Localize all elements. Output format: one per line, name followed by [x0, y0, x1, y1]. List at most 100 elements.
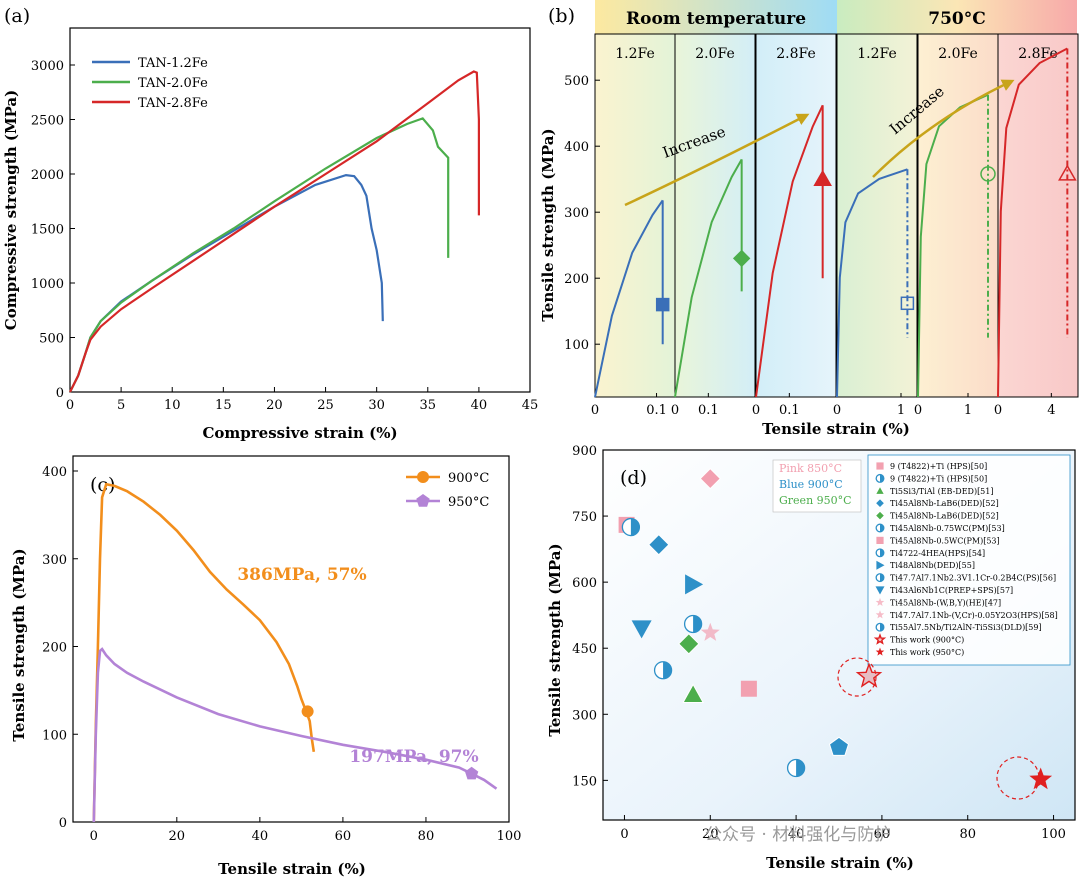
panel-c-x-ticks: 0 20 40 60 80 100 [90, 817, 521, 844]
legend-marker [880, 548, 884, 557]
x-tick-label: 0.1 [646, 403, 667, 418]
subpanel-label: 1.2Fe [857, 46, 897, 62]
legend-marker [874, 497, 886, 509]
data-point-7 [700, 622, 720, 641]
y-tick-label: 900 [572, 444, 597, 459]
subpanel-label: 2.0Fe [695, 46, 735, 62]
x-tick-label: 0 [591, 403, 599, 418]
legend-marker [873, 633, 887, 645]
y-tick-label: 200 [564, 272, 589, 287]
panel-d-y-ticks: 150 300 450 600 750 900 [572, 444, 608, 789]
legend-marker [874, 485, 886, 495]
color-key-green: Green 950°C [779, 494, 852, 507]
panel-d-points [618, 467, 1053, 790]
legend-label: Ti48Al8Nb(DED)[55] [890, 561, 975, 570]
triangle-marker [1058, 164, 1077, 181]
series-line-TAN-2.8Fe [69, 70, 480, 393]
panel-d-legend: 9 (T4822)+Ti (HPS)[50] 9 (T4822)+Ti (HPS)… [873, 462, 1058, 657]
x-tick-label: 0 [833, 403, 841, 418]
x-tick-label: 40 [252, 829, 269, 844]
data-point-12 [796, 759, 805, 777]
panel-c-y-ticks: 0 100 200 300 400 [42, 465, 78, 831]
legend-label: This work (950°C) [890, 648, 964, 657]
legend-label: Ti45Al8Nb-0.75WC(PM)[53] [890, 524, 1005, 533]
legend-label: Ti43Al6Nb1C(PREP+SPS)[57] [890, 586, 1013, 595]
curve-1.2Fe [836, 168, 908, 398]
diamond-marker [732, 249, 751, 268]
x-tick-label: 0.1 [779, 403, 800, 418]
y-tick-label: 300 [572, 708, 597, 723]
x-tick-label: 20 [702, 827, 719, 842]
legend-label: Ti47.7Al7.1Nb-(V,Cr)-0.05Y2O3(HPS)[58] [890, 611, 1058, 620]
panel-c-legend: 900°C 950°C [406, 471, 489, 510]
y-tick-label: 400 [564, 140, 589, 155]
y-tick-label: 300 [42, 553, 67, 568]
color-key-box [772, 459, 862, 513]
y-tick-label: 750 [572, 510, 597, 525]
panel-a-y-label: Compressive strength (MPa) [2, 90, 20, 330]
high-temperature-header [837, 0, 1077, 34]
legend-marker [876, 536, 884, 544]
x-tick-label: 0 [914, 403, 922, 418]
data-point-13 [828, 736, 850, 756]
increase-arrow-ht [872, 79, 1015, 178]
x-tick-label: 100 [1041, 827, 1066, 842]
x-tick-label: 40 [788, 827, 805, 842]
y-tick-label: 1000 [31, 277, 64, 292]
legend-marker [874, 510, 886, 521]
annotation-900: 386MPa, 57% [237, 565, 366, 585]
panel-b-x-label: Tensile strain (%) [762, 420, 910, 438]
x-tick-label: 0 [620, 827, 628, 842]
x-tick-label: 20 [169, 829, 186, 844]
y-tick-label: 0 [59, 816, 67, 831]
data-point-10 [740, 680, 757, 697]
legend-label: Ti55Al7.5Nb/Ti2AlN-Ti5Si3(DLD)[59] [890, 623, 1042, 632]
x-tick-label: 20 [266, 398, 283, 413]
x-tick-label: 30 [368, 398, 385, 413]
series-line-TAN-2.0Fe [69, 117, 450, 393]
panel-a-y-ticks: 0 500 1000 1500 2000 2500 3000 [31, 59, 75, 401]
panel-b-label: (b) [548, 5, 575, 27]
x-tick-label: 80 [959, 827, 976, 842]
y-tick-label: 450 [572, 642, 597, 657]
legend-label: Ti5Si3/TiAl (EB-DED)[51] [890, 487, 993, 496]
y-tick-label: 2500 [31, 114, 64, 129]
x-tick-label: 0 [671, 403, 679, 418]
x-tick-label: 15 [215, 398, 232, 413]
panel-d-y-label: Tensile strength (MPa) [546, 543, 564, 736]
y-tick-label: 500 [39, 332, 64, 347]
legend-marker [880, 474, 884, 483]
panel-a-frame [69, 27, 531, 393]
end-marker-950 [465, 766, 479, 780]
x-tick-label: 1 [897, 403, 905, 418]
panel-b-y-label: Tensile strength (MPa) [539, 128, 557, 321]
panel-a-label: (a) [4, 5, 30, 27]
data-point-14 [855, 662, 883, 688]
curve-2.0Fe [674, 158, 743, 398]
room-temperature-header [595, 0, 837, 34]
circle-marker [980, 166, 996, 182]
panel-a-x-ticks: 0 5 10 15 20 25 30 35 40 45 [66, 387, 538, 413]
subpanel-frame [755, 33, 837, 398]
legend-label: Ti4722-4HEA(HPS)[54] [890, 549, 985, 558]
panel-b: (b) Room temperature 750°C 1.2Fe 0 0.1 2.0F… [539, 0, 1079, 438]
panel-d-x-ticks: 0 20 40 60 80 100 [620, 815, 1066, 842]
x-tick-label: 60 [874, 827, 891, 842]
data-point-5 [631, 620, 652, 639]
x-tick-label: 60 [335, 829, 352, 844]
curve-2.8Fe [997, 47, 1068, 398]
y-tick-label: 100 [42, 728, 67, 743]
y-tick-label: 600 [572, 576, 597, 591]
x-tick-label: 25 [317, 398, 334, 413]
y-tick-label: 2000 [31, 168, 64, 183]
increase-arrow-rt [624, 113, 810, 207]
x-tick-label: 0 [994, 403, 1002, 418]
subpanel-label: 2.8Fe [776, 46, 816, 62]
x-tick-label: 4 [1047, 403, 1055, 418]
subpanel-frame [997, 33, 1079, 398]
end-marker-900 [301, 705, 314, 718]
panel-b-y-ticks: 100 200 300 400 500 [564, 74, 600, 353]
square-marker [900, 296, 915, 311]
data-point-8 [678, 633, 700, 655]
